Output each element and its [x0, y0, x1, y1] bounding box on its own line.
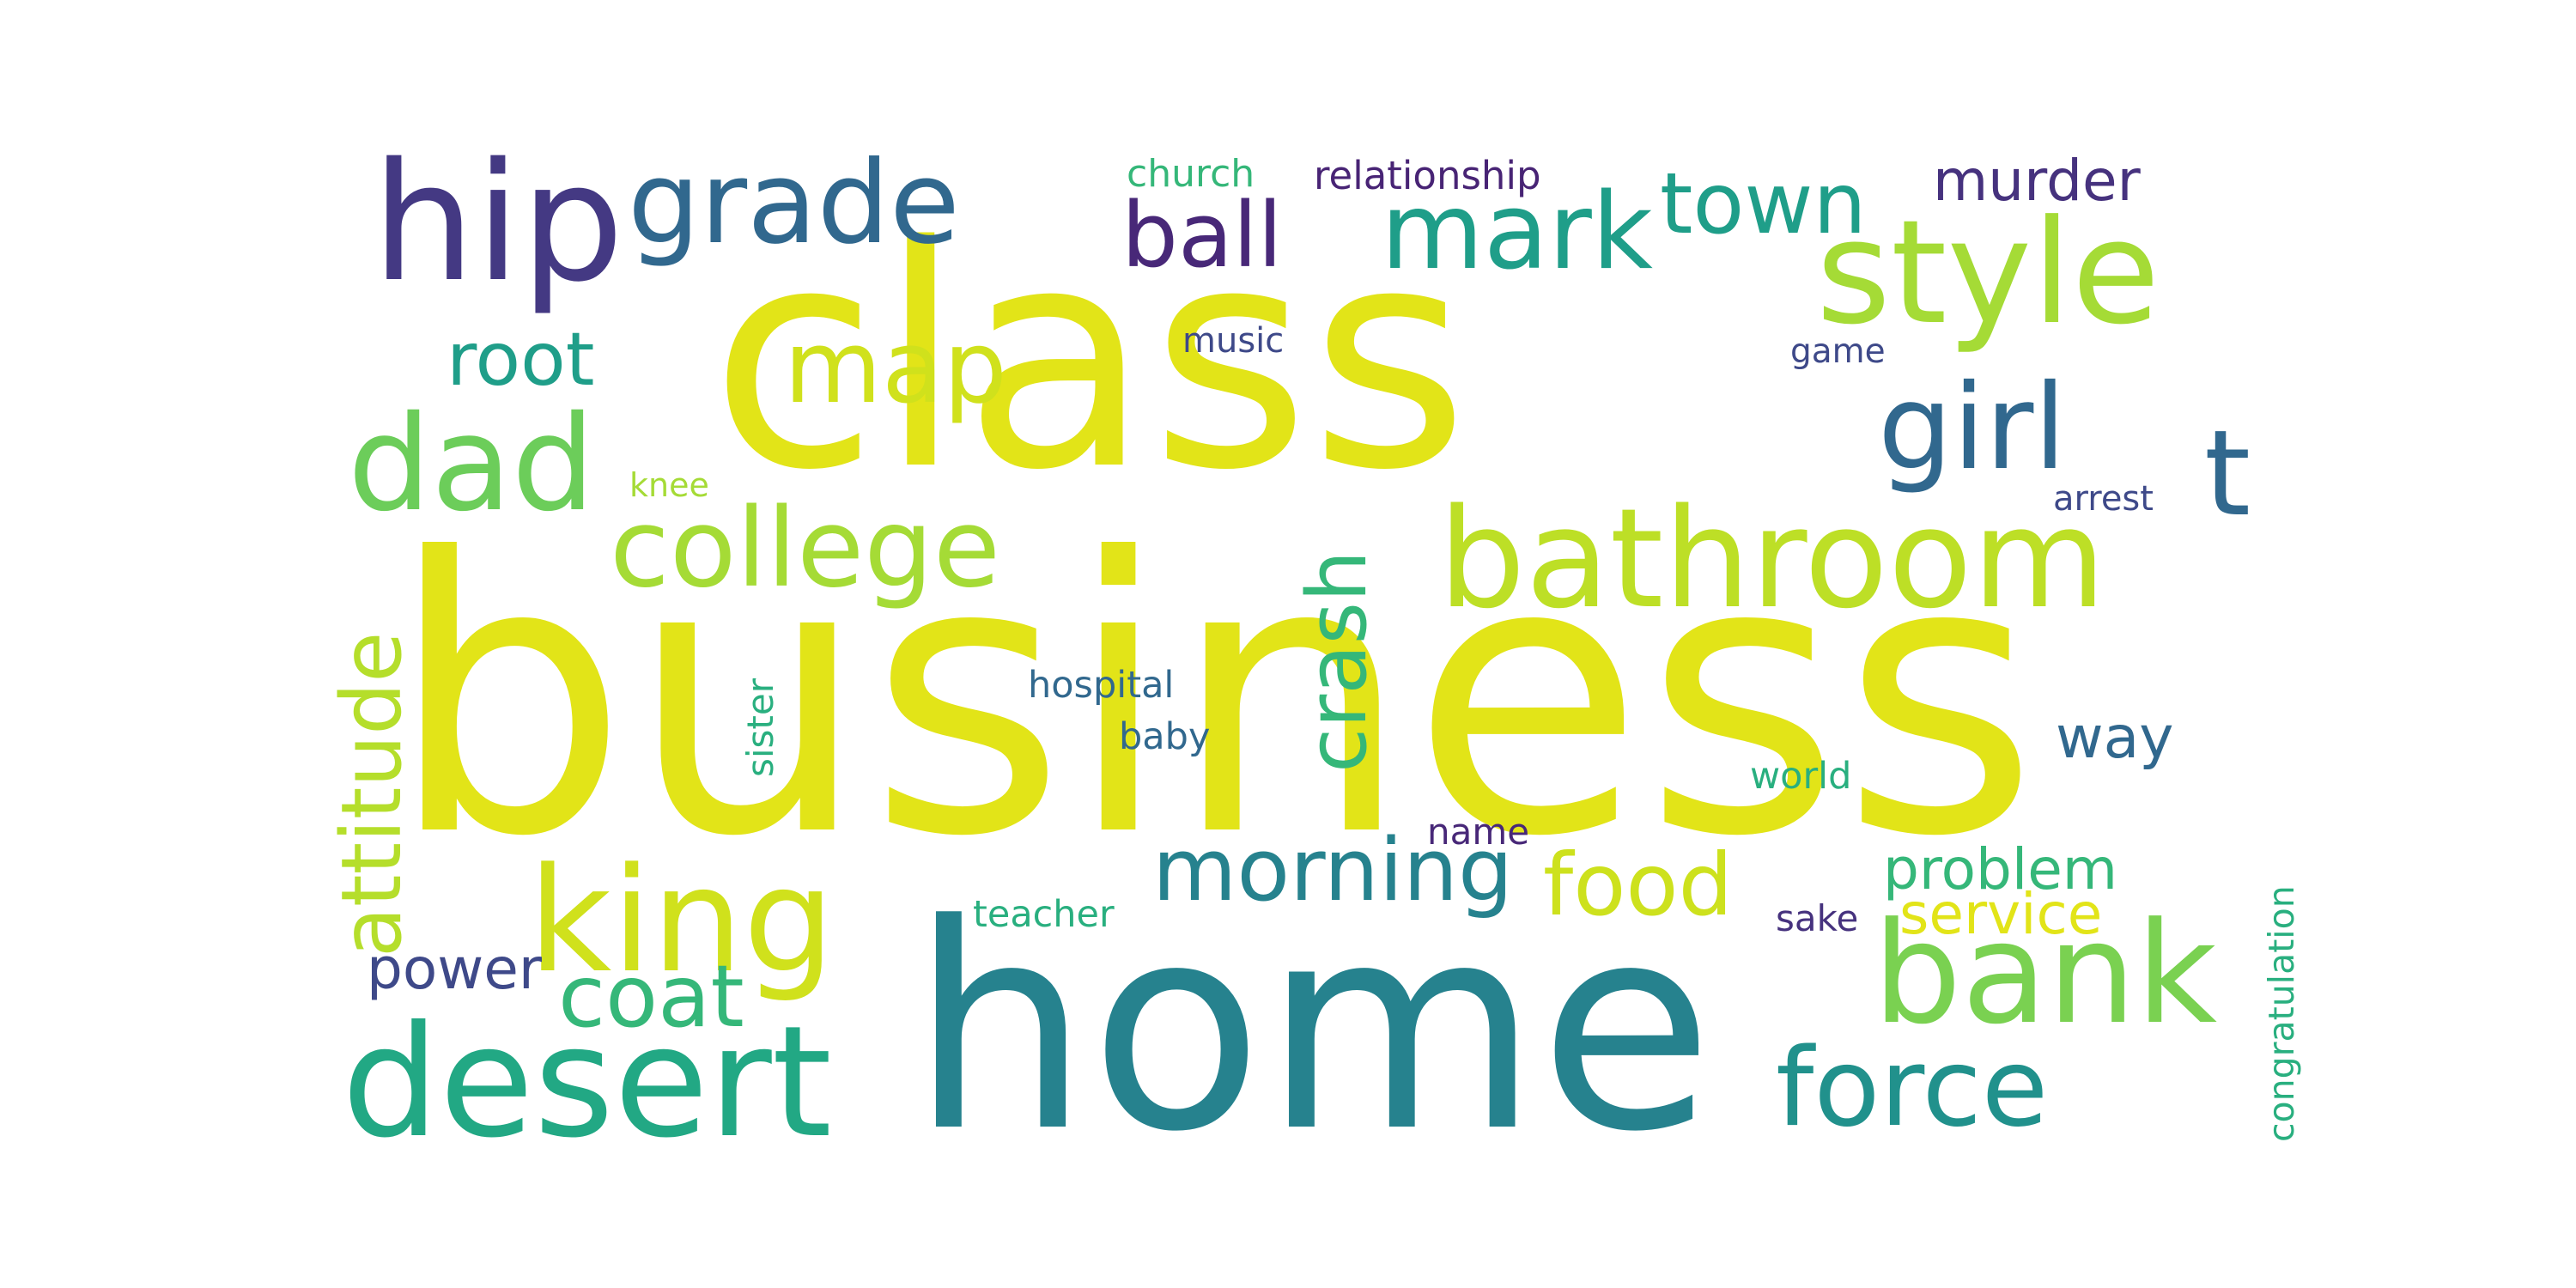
cloud-word: bank [1873, 893, 2217, 1055]
cloud-word: service [1899, 881, 2102, 947]
cloud-word: college [610, 484, 1000, 611]
cloud-word: teacher [973, 893, 1115, 936]
cloud-word: food [1543, 835, 1733, 935]
cloud-word: ball [1121, 183, 1283, 288]
cloud-word: coat [558, 946, 744, 1047]
cloud-word: hospital [1028, 664, 1174, 707]
cloud-word: world [1750, 755, 1851, 798]
cloud-word: grade [628, 137, 960, 270]
cloud-word: map [784, 308, 1007, 426]
cloud-word: arrest [2053, 479, 2154, 519]
cloud-word: hip [372, 128, 624, 318]
cloud-word: desert [342, 993, 832, 1172]
cloud-word: power [367, 936, 543, 1002]
cloud-word: home [910, 864, 1714, 1194]
cloud-word: mark [1381, 171, 1653, 294]
cloud-word: t [2204, 404, 2251, 543]
cloud-word: girl [1878, 360, 2066, 496]
cloud-word: music [1182, 321, 1284, 361]
cloud-word: business [388, 479, 2038, 920]
cloud-word: style [1816, 190, 2160, 356]
cloud-word: town [1660, 155, 1867, 253]
cloud-word: attitude [324, 632, 420, 957]
cloud-word: baby [1119, 715, 1210, 758]
cloud-word: knee [629, 466, 709, 504]
cloud-word: force [1776, 1024, 2048, 1151]
cloud-word: dad [348, 388, 595, 541]
cloud-word: sister [739, 677, 781, 777]
cloud-word: church [1127, 152, 1255, 196]
cloud-word: murder [1933, 148, 2142, 214]
cloud-word: congratulation [2261, 885, 2302, 1142]
cloud-word: name [1427, 811, 1529, 853]
cloud-word: king [528, 836, 835, 1005]
cloud-word: problem [1883, 836, 2117, 902]
cloud-word: root [447, 317, 594, 403]
cloud-word: sake [1776, 897, 1858, 939]
cloud-word: way [2056, 704, 2174, 772]
cloud-word: morning [1152, 819, 1513, 920]
cloud-word: class [710, 181, 1469, 537]
cloud-word: game [1790, 332, 1886, 371]
cloud-word: bathroom [1438, 478, 2106, 639]
cloud-word: relationship [1314, 153, 1541, 198]
cloud-word: crash [1291, 550, 1385, 773]
